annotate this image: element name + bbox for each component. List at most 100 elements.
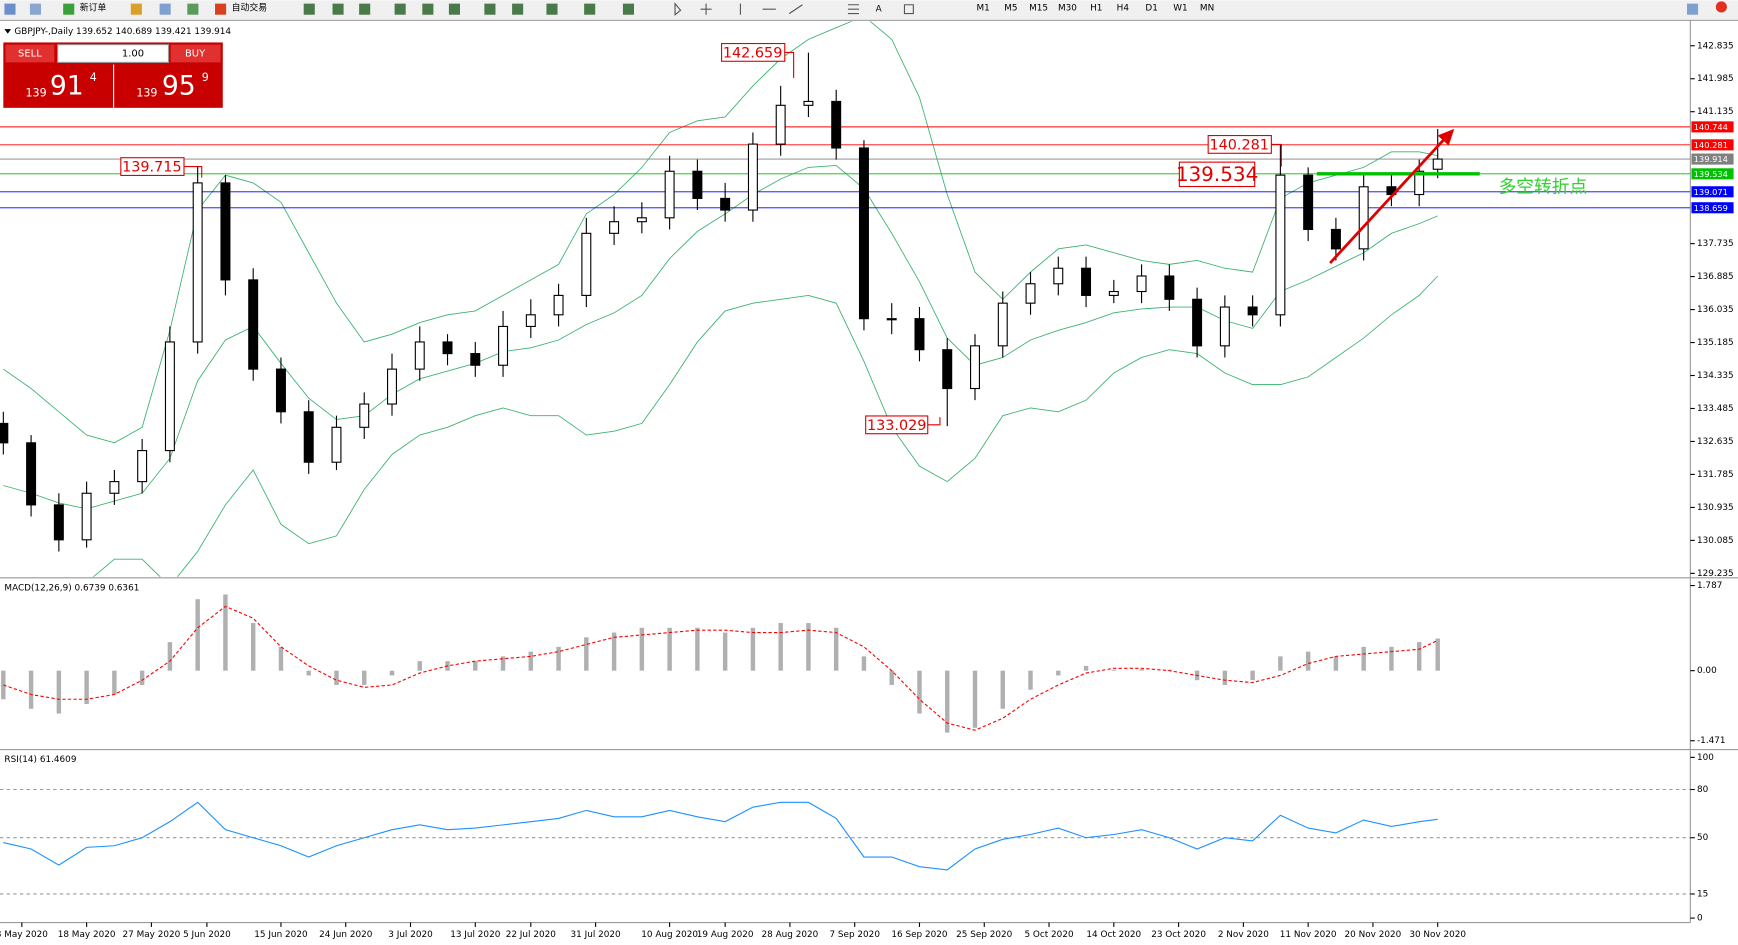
macd-bar (917, 670, 922, 714)
y-tick-label: 141.985 (1697, 74, 1734, 84)
candle-body (470, 353, 481, 366)
icon[interactable] (359, 3, 371, 15)
axes: 142.835 141.985 141.135 137.735 136.885 136.0… (0, 41, 1734, 940)
y-tick-label: 0.00 (1697, 666, 1717, 676)
icon[interactable] (546, 3, 558, 15)
x-tick-label: 5 Oct 2020 (1024, 930, 1073, 940)
macd-bar (1111, 669, 1117, 671)
icon[interactable] (512, 3, 524, 15)
macd-bar (389, 670, 395, 676)
candle-body (914, 318, 925, 351)
timeframe-button[interactable]: D1 (1145, 4, 1157, 14)
icon[interactable] (448, 3, 460, 15)
icon[interactable] (484, 3, 496, 15)
candle-body (1053, 267, 1064, 285)
sell-button[interactable] (5, 44, 55, 63)
timeframe-button[interactable]: H1 (1090, 4, 1102, 14)
x-tick-label: 5 Jun 2020 (183, 930, 231, 940)
annotation: 140.281 (1209, 138, 1269, 154)
timeframe-button[interactable]: MN (1200, 4, 1214, 14)
candle-body (831, 100, 842, 149)
autotrade-icon[interactable] (215, 3, 227, 15)
autotrade-button[interactable]: 自动交易 (232, 2, 267, 14)
price-level-label: 139.071 (1694, 187, 1728, 197)
cursor-tool[interactable] (674, 2, 682, 16)
candle-body (1192, 298, 1203, 347)
icon[interactable] (332, 3, 344, 15)
new-order-button[interactable]: 新订单 (80, 2, 107, 14)
icon[interactable] (394, 3, 406, 15)
y-tick-label: 100 (1697, 753, 1714, 763)
macd-bar (1056, 670, 1061, 676)
macd-bar (639, 627, 645, 671)
icon[interactable] (584, 3, 596, 15)
macd-bar (1222, 670, 1228, 685)
new-order-icon[interactable] (63, 3, 75, 15)
x-tick-label: 25 Sep 2020 (956, 930, 1013, 940)
sell-label[interactable]: SELL (18, 49, 42, 60)
x-tick-label: 24 Jun 2020 (319, 930, 373, 940)
macd-bar (806, 623, 811, 671)
ask-pip: 9 (202, 71, 209, 84)
icon[interactable] (187, 3, 199, 15)
x-tick-label: 28 Aug 2020 (762, 930, 819, 940)
timeframe-button[interactable]: M1 (977, 4, 990, 14)
timeframe-button[interactable]: H4 (1117, 4, 1130, 14)
icon[interactable] (622, 3, 635, 15)
macd-bar (334, 670, 339, 685)
icon[interactable] (4, 3, 16, 15)
volume-value[interactable]: 1.00 (122, 49, 144, 60)
annotation-leader (183, 166, 203, 178)
macd-bar (195, 599, 200, 671)
macd-bar (1305, 651, 1311, 671)
macd-bar (1361, 646, 1366, 671)
x-tick-label: 13 Jul 2020 (450, 930, 501, 940)
annotation: 133.029 (867, 418, 927, 434)
y-tick-label: -1.471 (1697, 736, 1726, 746)
crosshair-tool[interactable] (700, 3, 712, 15)
text-tool[interactable]: A (876, 5, 882, 15)
macd-bar (1416, 642, 1422, 671)
timeframe-button[interactable]: W1 (1173, 4, 1187, 14)
fibo-tool[interactable] (847, 4, 860, 15)
candle-body (720, 197, 731, 211)
timeframe-button[interactable]: M30 (1058, 4, 1077, 14)
macd-bar (584, 637, 589, 671)
trend-arrow (1329, 134, 1449, 264)
bollinger-upper (3, 21, 1438, 444)
macd-bar (1028, 670, 1033, 690)
x-tick-label: 2 Nov 2020 (1218, 930, 1269, 940)
buy-label[interactable]: BUY (185, 49, 206, 60)
trendline-tool[interactable] (788, 4, 803, 15)
price-level-tag (1691, 202, 1734, 214)
icon[interactable] (130, 3, 142, 15)
toolbar: 新订单 自动交易 A M1 M5 M15 M30 H (0, 0, 1738, 20)
macd-bar (695, 627, 700, 671)
icon[interactable] (303, 3, 315, 15)
notification-icon[interactable] (1715, 1, 1727, 13)
volume-input[interactable] (57, 44, 170, 63)
candle-body (525, 314, 536, 327)
bid-pip: 4 (90, 71, 97, 84)
icon[interactable] (159, 3, 171, 15)
candle-body (1358, 186, 1369, 250)
candle-body (775, 104, 786, 145)
y-tick-label: 130.085 (1697, 536, 1734, 546)
label-tool[interactable] (903, 4, 914, 15)
annotation-leader (927, 417, 941, 426)
arrow-head (1437, 128, 1455, 146)
timeframe-button[interactable]: M15 (1029, 4, 1048, 14)
annotation: 多空转折点 (1499, 177, 1588, 198)
macd-bar (1333, 656, 1339, 671)
annotation-box (1178, 161, 1256, 188)
timeframe-button[interactable]: M5 (1004, 4, 1017, 14)
icon[interactable] (29, 3, 42, 15)
icon[interactable] (422, 3, 434, 15)
buy-button[interactable] (170, 44, 221, 63)
candle-body (553, 294, 564, 316)
macd-bar (945, 670, 950, 733)
y-tick-label: 129.235 (1697, 569, 1734, 579)
search-icon[interactable] (1687, 3, 1699, 15)
candle-body (1303, 174, 1314, 231)
rsi-title: RSI(14) 61.4609 (4, 755, 76, 765)
